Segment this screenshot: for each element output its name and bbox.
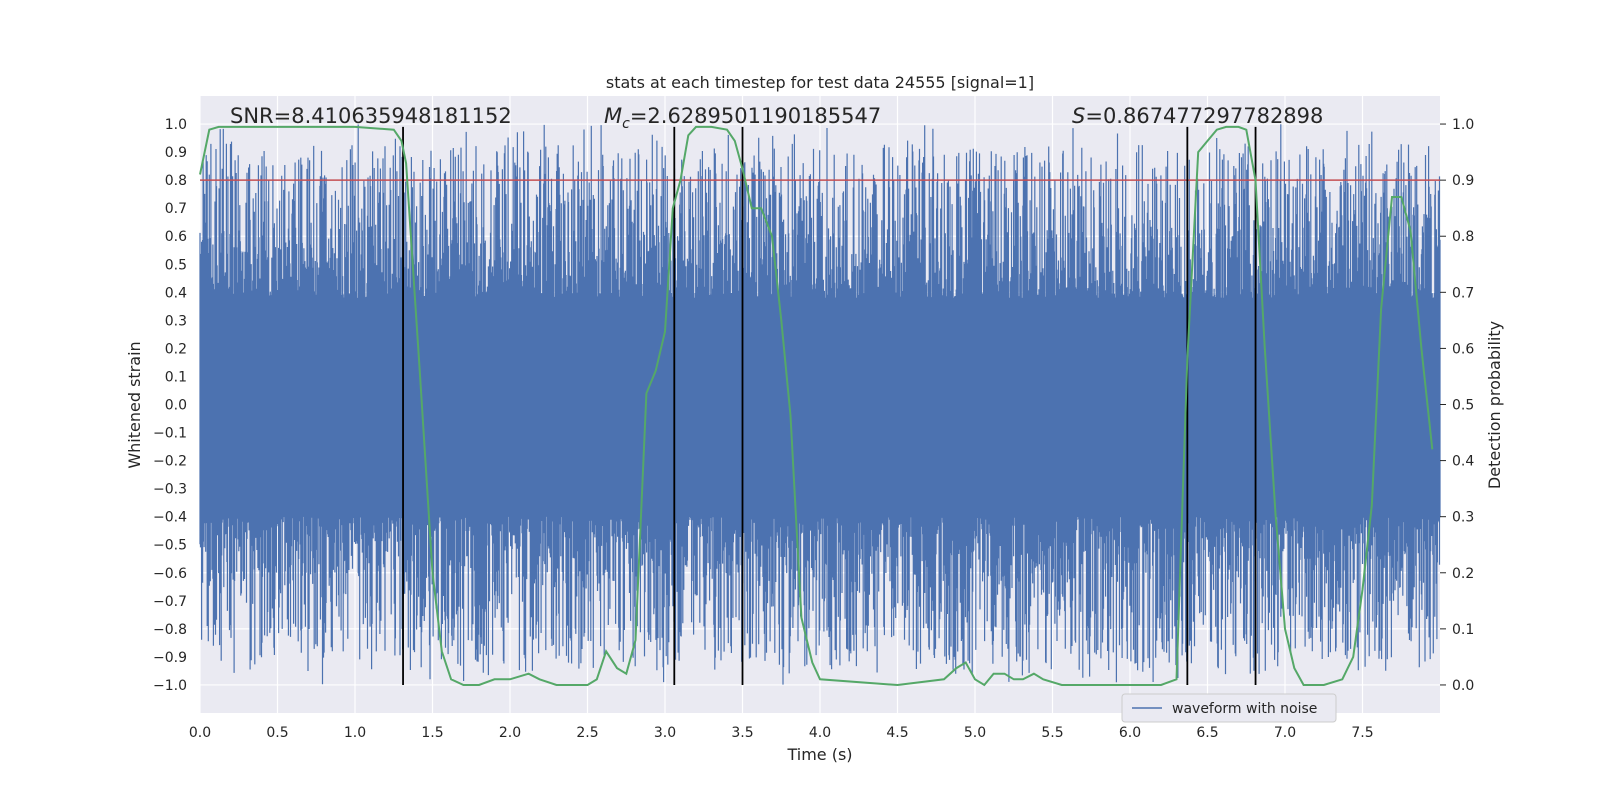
y-tick-label: −0.1 (153, 426, 187, 442)
chirp-mass-symbol: M (604, 104, 622, 128)
y2-tick-label: 0.2 (1452, 566, 1474, 582)
x-tick-label: 3.0 (654, 725, 676, 741)
y-tick-label: 0.3 (165, 313, 187, 329)
x-tick-label: 3.5 (731, 725, 753, 741)
y-tick-label: 1.0 (165, 117, 187, 133)
x-tick-label: 7.0 (1274, 725, 1296, 741)
x-tick-label: 2.0 (499, 725, 521, 741)
legend-box (1121, 693, 1337, 723)
s-annotation: S=0.867477297782898 (1072, 104, 1323, 128)
x-tick-label: 0.5 (266, 725, 288, 741)
y2-tick-label: 0.1 (1452, 622, 1474, 638)
x-axis-ticks: 0.0 0.5 1.0 1.5 2.0 2.5 3.0 3.5 4.0 4.5 5.0 5.5 6.0 6… (189, 725, 1374, 741)
y2-axis-label: Detection probability (1485, 321, 1504, 489)
x-tick-label: 1.0 (344, 725, 366, 741)
s-symbol: S (1072, 104, 1085, 128)
y-tick-label: −0.8 (153, 622, 187, 638)
chirp-mass-annotation: Mc=2.6289501190185547 (604, 104, 881, 132)
y-tick-label: −0.7 (153, 594, 187, 610)
x-tick-label: 7.5 (1351, 725, 1373, 741)
s-value: =0.867477297782898 (1085, 104, 1323, 128)
waveform-series (199, 124, 1441, 685)
y-tick-label: 0.6 (165, 229, 187, 245)
legend: waveform with noise (1121, 693, 1337, 723)
y2-tick-label: 0.3 (1452, 510, 1474, 526)
y-tick-label: 0.9 (165, 145, 187, 161)
y-tick-label: 0.2 (165, 341, 187, 357)
y2-tick-label: 0.5 (1452, 398, 1474, 414)
legend-label: waveform with noise (1172, 701, 1317, 717)
x-tick-label: 0.0 (189, 725, 211, 741)
chirp-mass-subscript: c (622, 116, 630, 132)
y-tick-label: −0.2 (153, 454, 187, 470)
y-tick-label: 0.7 (165, 201, 187, 217)
y2-tick-label: 1.0 (1452, 117, 1474, 133)
y2-tick-label: 0.9 (1452, 173, 1474, 189)
x-tick-label: 5.5 (1041, 725, 1063, 741)
x-axis-label: Time (s) (786, 745, 852, 764)
x-tick-label: 4.0 (809, 725, 831, 741)
y2-tick-label: 0.0 (1452, 678, 1474, 694)
x-tick-label: 2.5 (576, 725, 598, 741)
y-tick-label: 0.1 (165, 369, 187, 385)
x-tick-label: 6.5 (1196, 725, 1218, 741)
y2-tick-label: 0.7 (1452, 285, 1474, 301)
y-tick-label: 0.8 (165, 173, 187, 189)
probability-line (199, 125, 1434, 687)
x-tick-label: 1.5 (421, 725, 443, 741)
probability-series (199, 125, 1434, 687)
x-tick-label: 6.0 (1119, 725, 1141, 741)
y-tick-label: −0.3 (153, 482, 187, 498)
waveform-trace (199, 124, 1441, 685)
x-tick-label: 4.5 (886, 725, 908, 741)
y2-tick-label: 0.4 (1452, 454, 1474, 470)
y2-tick-label: 0.8 (1452, 229, 1474, 245)
y-tick-label: −0.4 (153, 510, 187, 526)
y2-tick-label: 0.6 (1452, 341, 1474, 357)
y-axis-ticks: 1.0 0.9 0.8 0.7 0.6 0.5 0.4 0.3 0.2 0.1 0.0 −0.1 −0.… (153, 117, 187, 694)
snr-annotation: SNR=8.410635948181152 (230, 104, 512, 128)
y-tick-label: −0.5 (153, 538, 187, 554)
chirp-mass-value: =2.6289501190185547 (630, 104, 881, 128)
y-tick-label: 0.4 (165, 285, 187, 301)
y-tick-label: 0.5 (165, 257, 187, 273)
y2-axis-ticks: 1.0 0.9 0.8 0.7 0.6 0.5 0.4 0.3 0.2 0.1 0.0 (1440, 117, 1474, 694)
y-tick-label: −1.0 (153, 678, 187, 694)
x-tick-label: 5.0 (964, 725, 986, 741)
y-tick-label: −0.6 (153, 566, 187, 582)
y-tick-label: −0.9 (153, 650, 187, 666)
y-tick-label: 0.0 (165, 398, 187, 414)
y-axis-label: Whitened strain (125, 341, 144, 468)
chart-title: stats at each timestep for test data 245… (606, 73, 1034, 92)
